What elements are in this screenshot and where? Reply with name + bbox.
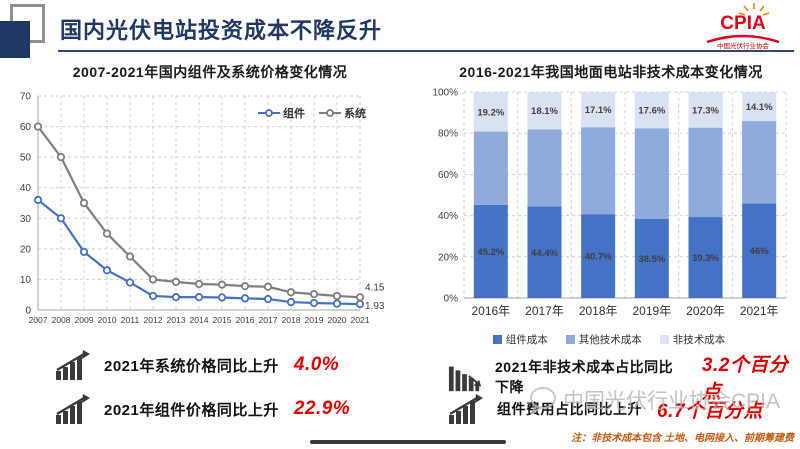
svg-text:2011: 2011 — [121, 315, 140, 325]
legend-label: 组件 — [283, 108, 305, 120]
svg-text:39.3%: 39.3% — [692, 253, 719, 264]
bar-chart-up-icon — [56, 350, 90, 380]
svg-text:30: 30 — [20, 214, 32, 225]
svg-text:2018: 2018 — [281, 315, 300, 325]
legend-item-components: 组件 — [258, 105, 305, 121]
legend-swatch-medium-blue — [565, 335, 575, 344]
legend-item-system: 系统 — [319, 105, 366, 121]
legend-item-nontech-cost: 非技术成本 — [659, 332, 726, 347]
decorative-filled-square — [0, 21, 30, 58]
svg-text:2019年: 2019年 — [632, 304, 671, 318]
svg-text:0%: 0% — [444, 294, 459, 305]
svg-text:2020年: 2020年 — [686, 304, 725, 318]
svg-text:2016: 2016 — [235, 315, 254, 325]
legend-label: 其他技术成本 — [578, 334, 642, 346]
svg-text:17.1%: 17.1% — [585, 105, 612, 116]
line-marker-blue-icon — [258, 109, 280, 117]
svg-text:40%: 40% — [438, 211, 458, 222]
footnote: 注：非技术成本包含 土地、电网接入、前期筹建费 — [571, 433, 794, 444]
svg-text:2009: 2009 — [74, 315, 93, 325]
annotation-system-price: 2021年系统价格同比上升 4.0% — [55, 350, 339, 380]
legend-label: 非技术成本 — [672, 334, 726, 346]
svg-text:0: 0 — [25, 306, 31, 317]
svg-text:10: 10 — [20, 275, 32, 286]
svg-text:2012: 2012 — [143, 315, 162, 325]
logo-arc — [706, 34, 780, 44]
svg-text:45.2%: 45.2% — [477, 247, 504, 258]
line-chart-title: 2007-2021年国内组件及系统价格变化情况 — [72, 64, 348, 80]
annotation-highlight: 6.7个百分点 — [657, 400, 763, 422]
line-chart-legend: 组件 系统 — [258, 105, 366, 121]
title-underline — [58, 50, 794, 52]
chat-bubble-icon — [530, 387, 556, 414]
sun-rays-icon — [738, 3, 770, 16]
svg-text:19.2%: 19.2% — [477, 107, 504, 118]
logo-brand-text: CPIA — [720, 13, 766, 34]
bar-chart-title: 2016-2021年我国地面电站非技术成本变化情况 — [459, 64, 763, 80]
page-title: 国内光伏电站投资成本不降反升 — [60, 18, 383, 43]
svg-text:17.6%: 17.6% — [638, 106, 665, 117]
svg-text:2015: 2015 — [212, 315, 231, 325]
svg-text:50: 50 — [20, 153, 32, 164]
svg-text:2021年: 2021年 — [740, 304, 779, 318]
svg-text:20%: 20% — [438, 252, 458, 263]
cpia-logo: CPIA 中国光伏行业协会 — [697, 2, 789, 50]
annotation-highlight: 4.0% — [293, 354, 340, 375]
svg-text:2016年: 2016年 — [471, 304, 510, 318]
svg-text:18.1%: 18.1% — [531, 106, 558, 117]
bar-chart-legend: 组件成本 其他技术成本 非技术成本 — [424, 332, 794, 347]
svg-text:40: 40 — [20, 183, 32, 194]
svg-text:2017: 2017 — [258, 315, 277, 325]
watermark-text: 中国光伏行业协会CPIA — [563, 390, 781, 413]
svg-text:2018年: 2018年 — [579, 304, 618, 318]
bottom-bar — [310, 440, 506, 444]
svg-text:2021: 2021 — [350, 315, 369, 325]
svg-text:2010: 2010 — [97, 315, 116, 325]
legend-swatch-dark-blue — [492, 335, 502, 344]
annotation-nontech-cost: 2021年非技术成本占比同比下降 3.2个百分点 — [448, 350, 800, 404]
annotation-module-price: 2021年组件价格同比上升 22.9% — [55, 394, 350, 424]
legend-swatch-light-blue — [659, 335, 669, 344]
annotation-highlight: 3.2个百分点 — [701, 355, 789, 403]
svg-text:2013: 2013 — [166, 315, 185, 325]
svg-text:14.1%: 14.1% — [746, 102, 773, 113]
svg-text:20: 20 — [20, 244, 32, 255]
svg-text:1.93: 1.93 — [365, 301, 385, 312]
legend-item-other-tech-cost: 其他技术成本 — [565, 332, 642, 347]
svg-text:60%: 60% — [438, 170, 458, 181]
line-marker-gray-icon — [319, 109, 341, 117]
legend-item-module-cost: 组件成本 — [492, 332, 548, 347]
svg-text:2007: 2007 — [28, 315, 47, 325]
svg-text:44.4%: 44.4% — [531, 248, 558, 259]
svg-text:100%: 100% — [432, 88, 458, 99]
watermark: 中国光伏行业协会CPIA — [528, 385, 780, 415]
svg-text:80%: 80% — [438, 129, 458, 140]
annotation-highlight: 22.9% — [293, 398, 351, 419]
bar-chart-down-icon — [448, 366, 482, 392]
cpia-logo-graphic: CPIA 中国光伏行业协会 — [706, 3, 780, 50]
svg-text:2017年: 2017年 — [525, 304, 564, 318]
legend-label: 系统 — [344, 108, 366, 120]
logo-org-text: 中国光伏行业协会 — [717, 41, 770, 50]
svg-text:38.5%: 38.5% — [638, 254, 665, 265]
svg-text:2020: 2020 — [327, 315, 346, 325]
bar-chart-up-icon — [56, 394, 90, 424]
annotation-text: 2021年系统价格同比上升 — [104, 357, 279, 375]
line-chart: 0 10 20 30 40 50 60 70 2007 2008 2009 2010 2011 2012 2… — [20, 92, 385, 326]
svg-text:4.15: 4.15 — [365, 282, 385, 293]
svg-text:46%: 46% — [750, 246, 770, 257]
stacked-bar-chart: 0% 20% 40% 60% 80% 100% 45.2% 19.2% 2016年 44.4% 18… — [432, 88, 787, 318]
svg-text:40.7%: 40.7% — [585, 252, 612, 263]
annotation-text: 2021年组件价格同比上升 — [104, 401, 279, 419]
legend-label: 组件成本 — [505, 334, 548, 346]
svg-text:70: 70 — [20, 92, 32, 103]
svg-text:2019: 2019 — [304, 315, 323, 325]
svg-text:2014: 2014 — [189, 315, 208, 325]
svg-text:60: 60 — [20, 122, 32, 133]
bar-chart-up-icon — [449, 394, 483, 424]
svg-text:17.3%: 17.3% — [692, 105, 719, 116]
annotation-text: 2021年非技术成本占比同比下降 — [495, 359, 674, 395]
svg-text:2008: 2008 — [51, 315, 70, 325]
